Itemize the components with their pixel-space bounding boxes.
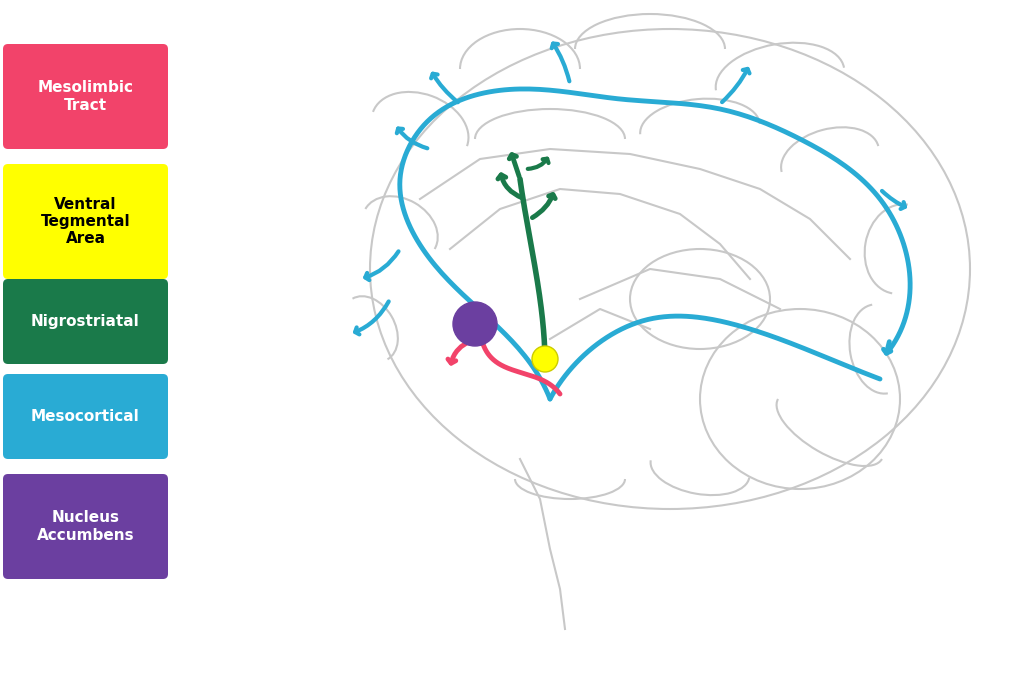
FancyArrowPatch shape	[447, 340, 472, 363]
FancyArrowPatch shape	[397, 128, 427, 148]
Text: Nucleus
Accumbens: Nucleus Accumbens	[37, 511, 134, 543]
FancyBboxPatch shape	[3, 44, 168, 149]
FancyArrowPatch shape	[884, 342, 891, 353]
FancyArrowPatch shape	[366, 251, 398, 280]
FancyBboxPatch shape	[3, 164, 168, 279]
FancyArrowPatch shape	[498, 175, 522, 198]
FancyArrowPatch shape	[527, 159, 549, 169]
FancyArrowPatch shape	[722, 69, 750, 102]
FancyArrowPatch shape	[509, 155, 519, 177]
FancyBboxPatch shape	[3, 279, 168, 364]
FancyArrowPatch shape	[355, 301, 389, 334]
Text: Mesocortical: Mesocortical	[31, 409, 140, 424]
FancyArrowPatch shape	[882, 191, 905, 209]
FancyArrowPatch shape	[431, 74, 458, 103]
Text: Mesolimbic
Tract: Mesolimbic Tract	[38, 80, 133, 113]
Text: Ventral
Tegmental
Area: Ventral Tegmental Area	[41, 197, 130, 246]
FancyArrowPatch shape	[552, 43, 569, 81]
Circle shape	[453, 302, 497, 346]
Circle shape	[532, 346, 558, 372]
FancyBboxPatch shape	[3, 374, 168, 459]
Text: Nigrostriatal: Nigrostriatal	[31, 314, 140, 329]
FancyBboxPatch shape	[3, 474, 168, 579]
FancyArrowPatch shape	[532, 195, 555, 218]
